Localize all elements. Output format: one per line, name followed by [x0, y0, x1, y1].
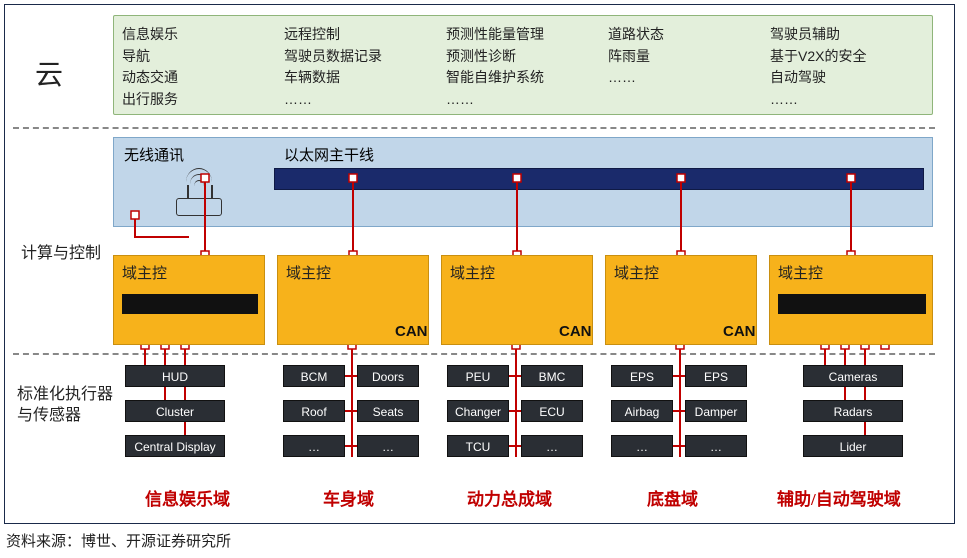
wifi-icon — [186, 166, 212, 192]
ecu-node: Doors — [357, 365, 419, 387]
ecu-node: Changer — [447, 400, 509, 422]
ethernet-backbone-bar — [274, 168, 924, 190]
cloud-item: 基于V2X的安全 — [770, 46, 924, 68]
ecu-node: HUD — [125, 365, 225, 387]
ecu-node: Cameras — [803, 365, 903, 387]
domain-controller-title: 域主控 — [778, 262, 823, 283]
cloud-item: 预测性能量管理 — [446, 24, 600, 46]
communication-box: 无线通讯 以太网主干线 — [113, 137, 933, 227]
ecu-node: Seats — [357, 400, 419, 422]
cloud-column: 驾驶员辅助基于V2X的安全自动驾驶…… — [766, 24, 928, 106]
cloud-item: 智能自维护系统 — [446, 67, 600, 89]
cloud-item: 道路状态 — [608, 24, 762, 46]
cloud-item: …… — [770, 89, 924, 111]
cloud-column: 信息娱乐导航动态交通出行服务 — [118, 24, 280, 106]
can-label: CAN — [723, 323, 756, 340]
cloud-item: 驾驶员辅助 — [770, 24, 924, 46]
domain-controller-box: 域主控 — [769, 255, 933, 345]
ecu-node: BMC — [521, 365, 583, 387]
can-label: CAN — [395, 323, 428, 340]
row-label-compute: 计算与控制 — [21, 239, 101, 263]
cloud-column: 道路状态阵雨量…… — [604, 24, 766, 106]
ecu-node: PEU — [447, 365, 509, 387]
cloud-item: 远程控制 — [284, 24, 438, 46]
row-label-actuators: 标准化执行器与传感器 — [17, 385, 117, 427]
ecu-node: … — [685, 435, 747, 457]
cloud-item: 预测性诊断 — [446, 46, 600, 68]
cloud-column: 远程控制驾驶员数据记录车辆数据…… — [280, 24, 442, 106]
cloud-item: 导航 — [122, 46, 276, 68]
router-icon — [176, 198, 222, 216]
wireless-label: 无线通讯 — [124, 144, 184, 165]
diagram-frame: 云 计算与控制 标准化执行器与传感器 信息娱乐导航动态交通出行服务远程控制驾驶员… — [4, 4, 955, 524]
cloud-item: 动态交通 — [122, 67, 276, 89]
ecu-node: Damper — [685, 400, 747, 422]
cloud-item: 驾驶员数据记录 — [284, 46, 438, 68]
domain-name-label: 动力总成域 — [467, 485, 552, 510]
separator-2 — [13, 353, 935, 355]
ecu-node: Central Display — [125, 435, 225, 457]
ecu-node: … — [611, 435, 673, 457]
domain-controller-bar — [778, 294, 926, 314]
domain-controller-title: 域主控 — [450, 262, 495, 283]
ecu-node: Cluster — [125, 400, 225, 422]
domain-controller-title: 域主控 — [614, 262, 659, 283]
ecu-node: Radars — [803, 400, 903, 422]
cloud-item: 车辆数据 — [284, 67, 438, 89]
cloud-item: …… — [446, 89, 600, 111]
source-citation: 资料来源：博世、开源证券研究所 — [6, 530, 961, 551]
ecu-node: BCM — [283, 365, 345, 387]
ecu-node: EPS — [685, 365, 747, 387]
domain-name-label: 信息娱乐域 — [145, 485, 230, 510]
cloud-item: 出行服务 — [122, 89, 276, 111]
domain-name-label: 辅助/自动驾驶域 — [777, 485, 901, 510]
ecu-node: Roof — [283, 400, 345, 422]
cloud-services-box: 信息娱乐导航动态交通出行服务远程控制驾驶员数据记录车辆数据……预测性能量管理预测… — [113, 15, 933, 115]
ecu-node: … — [521, 435, 583, 457]
domain-name-label: 底盘域 — [647, 485, 698, 510]
cloud-item: 自动驾驶 — [770, 67, 924, 89]
domain-controller-box: 域主控 — [113, 255, 265, 345]
cloud-item: 信息娱乐 — [122, 24, 276, 46]
ecu-node: EPS — [611, 365, 673, 387]
ecu-node: Airbag — [611, 400, 673, 422]
domain-controller-title: 域主控 — [122, 262, 167, 283]
ecu-node: … — [357, 435, 419, 457]
domain-name-label: 车身域 — [323, 485, 374, 510]
row-label-cloud: 云 — [35, 53, 63, 93]
can-label: CAN — [559, 323, 592, 340]
ecu-node: Lider — [803, 435, 903, 457]
ethernet-label: 以太网主干线 — [284, 144, 374, 165]
cloud-item: …… — [608, 67, 762, 89]
cloud-item: 阵雨量 — [608, 46, 762, 68]
ecu-node: … — [283, 435, 345, 457]
domain-controller-title: 域主控 — [286, 262, 331, 283]
separator-1 — [13, 127, 935, 129]
ecu-node: ECU — [521, 400, 583, 422]
cloud-column: 预测性能量管理预测性诊断智能自维护系统…… — [442, 24, 604, 106]
cloud-item: …… — [284, 89, 438, 111]
domain-controller-bar — [122, 294, 258, 314]
ecu-node: TCU — [447, 435, 509, 457]
